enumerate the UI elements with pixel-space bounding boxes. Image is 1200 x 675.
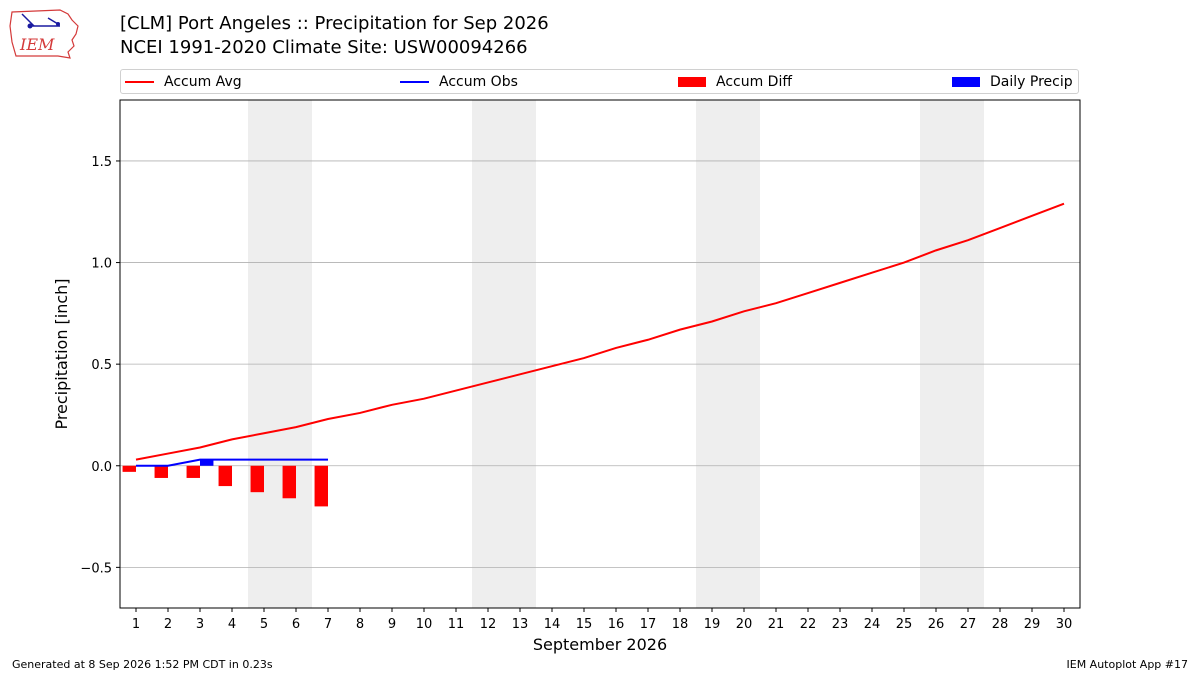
x-axis: 1 2 3 4 5 6 7 8 9 10 11 12 13 14 15 16 17 18 19 20 21 22 23 24 2… [132, 608, 1072, 632]
y-tick-label: 0.0 [91, 460, 112, 475]
x-tick-label: 8 [356, 617, 364, 632]
y-axis: −0.5 0.0 0.5 1.0 1.5 [80, 155, 120, 576]
x-tick-label: 21 [768, 617, 785, 632]
legend-swatch-daily-precip [952, 77, 980, 87]
chart-title: [CLM] Port Angeles :: Precipitation for … [120, 13, 549, 34]
grid-lines [120, 160, 1080, 568]
accum-avg-line [135, 202, 1065, 461]
x-tick-label: 13 [512, 617, 529, 632]
x-tick-label: 5 [260, 617, 268, 632]
accum-diff-bar [218, 465, 232, 487]
y-tick-label: 0.5 [91, 358, 112, 373]
iem-logo: IEM [9, 9, 79, 59]
x-tick-label: 27 [960, 617, 977, 632]
x-tick-label: 28 [992, 617, 1009, 632]
legend: Accum Avg Accum Obs Accum Diff Daily Pre… [120, 69, 1079, 94]
accum-diff-bar [122, 465, 136, 472]
accum-obs-line [136, 458, 328, 467]
chart-subtitle: NCEI 1991-2020 Climate Site: USW00094266 [120, 37, 528, 58]
y-tick-label: −0.5 [80, 561, 112, 576]
accum-diff-bar [314, 465, 328, 507]
x-tick-label: 25 [896, 617, 913, 632]
footer-app-text: IEM Autoplot App #17 [1066, 658, 1189, 671]
x-tick-label: 2 [164, 617, 172, 632]
legend-swatch-accum-diff [678, 77, 706, 87]
x-tick-label: 11 [448, 617, 465, 632]
x-tick-label: 30 [1056, 617, 1073, 632]
accum-diff-bar [154, 465, 168, 478]
legend-label-daily-precip: Daily Precip [990, 74, 1073, 90]
x-tick-label: 22 [800, 617, 817, 632]
legend-swatch-accum-obs [400, 81, 429, 83]
x-tick-label: 10 [416, 617, 433, 632]
x-tick-label: 12 [480, 617, 497, 632]
footer-generated-text: Generated at 8 Sep 2026 1:52 PM CDT in 0… [12, 658, 273, 671]
x-tick-label: 1 [132, 617, 140, 632]
weekend-band [920, 100, 984, 608]
y-axis-label: Precipitation [inch] [52, 278, 71, 429]
x-tick-label: 20 [736, 617, 753, 632]
x-tick-label: 24 [864, 617, 881, 632]
x-tick-label: 26 [928, 617, 945, 632]
weather-station-icon [21, 13, 35, 27]
weekend-band [472, 100, 536, 608]
x-axis-label: September 2026 [533, 635, 667, 654]
logo-text: IEM [19, 35, 55, 54]
x-tick-label: 18 [672, 617, 689, 632]
x-tick-label: 17 [640, 617, 657, 632]
x-tick-label: 9 [388, 617, 396, 632]
accum-diff-bar [250, 465, 264, 493]
weekend-band [248, 100, 312, 608]
legend-item-accum-avg: Accum Avg [125, 74, 242, 90]
legend-item-accum-obs: Accum Obs [400, 74, 518, 90]
legend-label-accum-avg: Accum Avg [164, 74, 242, 90]
x-tick-label: 16 [608, 617, 625, 632]
legend-swatch-accum-avg [125, 81, 154, 83]
x-tick-label: 15 [576, 617, 593, 632]
legend-item-daily-precip: Daily Precip [952, 74, 1073, 90]
x-tick-label: 7 [324, 617, 332, 632]
x-tick-label: 6 [292, 617, 300, 632]
weekend-band [696, 100, 760, 608]
y-tick-label: 1.0 [91, 257, 112, 272]
legend-label-accum-diff: Accum Diff [716, 74, 793, 90]
plot-frame [119, 99, 1081, 609]
y-tick-label: 1.5 [91, 155, 112, 170]
iowa-outline-icon [9, 9, 79, 59]
legend-label-accum-obs: Accum Obs [439, 74, 518, 90]
x-tick-label: 19 [704, 617, 721, 632]
legend-item-accum-diff: Accum Diff [678, 74, 792, 90]
line-marks [135, 202, 1065, 467]
x-tick-label: 14 [544, 617, 561, 632]
accum-diff-bar [186, 465, 200, 478]
daily-precip-bar [200, 459, 214, 466]
x-tick-label: 3 [196, 617, 204, 632]
weekend-shading [248, 100, 984, 608]
accum-diff-bar [282, 465, 296, 499]
x-tick-label: 4 [228, 617, 236, 632]
x-tick-label: 23 [832, 617, 849, 632]
x-tick-label: 29 [1024, 617, 1041, 632]
bar-marks [122, 459, 328, 507]
